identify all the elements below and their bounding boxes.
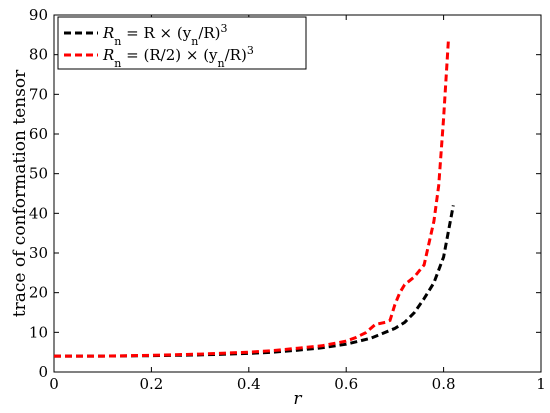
y-tick-label: 20 [29,284,48,302]
legend: Rn = R × (yn/R)3Rn = (R/2) × (yn/R)3 [57,16,307,70]
x-axis-label: r [293,389,302,409]
y-tick-label: 0 [38,363,48,381]
x-tick-label: 0 [49,375,59,393]
plot-area [53,14,542,373]
x-axis-ticks: 0 0.2 0.4 0.6 0.8 1 [49,15,546,393]
series-line-2 [54,38,450,358]
y-tick-label: 80 [29,46,48,64]
y-axis-label: trace of conformation tensor [10,69,30,317]
x-tick-label: 0.4 [237,375,261,393]
x-tick-label: 1 [536,375,546,393]
x-tick-label: 0.8 [432,375,456,393]
series-line-1 [54,205,455,358]
y-tick-label: 90 [29,6,48,24]
plot-frame [53,14,542,373]
x-tick-label: 0.2 [139,375,163,393]
y-tick-label: 70 [29,85,48,103]
y-tick-label: 10 [29,323,48,341]
legend-entry-1: Rn = R × (yn/R)3 [102,22,228,48]
y-tick-label: 60 [29,125,48,143]
y-tick-label: 50 [29,165,48,183]
legend-box [57,16,307,70]
y-tick-label: 30 [29,244,48,262]
legend-entry-2: Rn = (R/2) × (yn/R)3 [102,44,254,70]
x-tick-label: 0.6 [334,375,358,393]
y-tick-label: 40 [29,204,48,222]
y-axis-ticks: 0 10 20 30 40 50 60 70 80 90 [29,6,541,381]
series-group [54,38,455,358]
